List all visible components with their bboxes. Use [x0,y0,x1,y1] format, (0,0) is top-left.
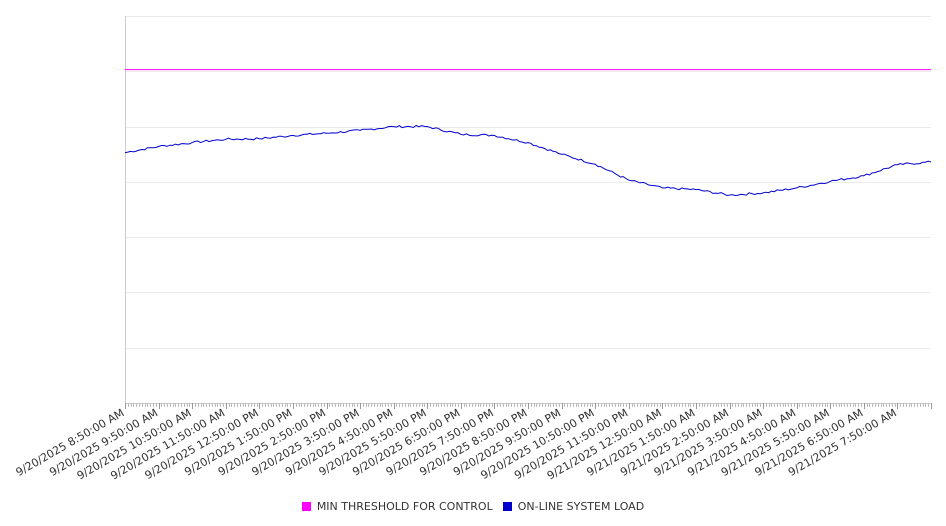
legend-swatch-system-load [502,501,512,511]
series-lines [124,69,932,197]
axes [125,16,932,409]
legend-label-threshold: MIN THRESHOLD FOR CONTROL [316,499,493,513]
legend-item-threshold[interactable]: MIN THRESHOLD FOR CONTROL [301,499,493,513]
grid-lines [125,16,931,349]
series-line-system-load [124,124,932,197]
x-axis-tick-labels: 9/20/2025 8:50:00 AM9/20/2025 9:50:00 AM… [14,406,899,482]
legend-swatch-threshold [301,501,311,511]
legend-label-system-load: ON-LINE SYSTEM LOAD [517,499,645,513]
legend-item-system-load[interactable]: ON-LINE SYSTEM LOAD [502,499,645,513]
legend: MIN THRESHOLD FOR CONTROL ON-LINE SYSTEM… [0,498,946,514]
